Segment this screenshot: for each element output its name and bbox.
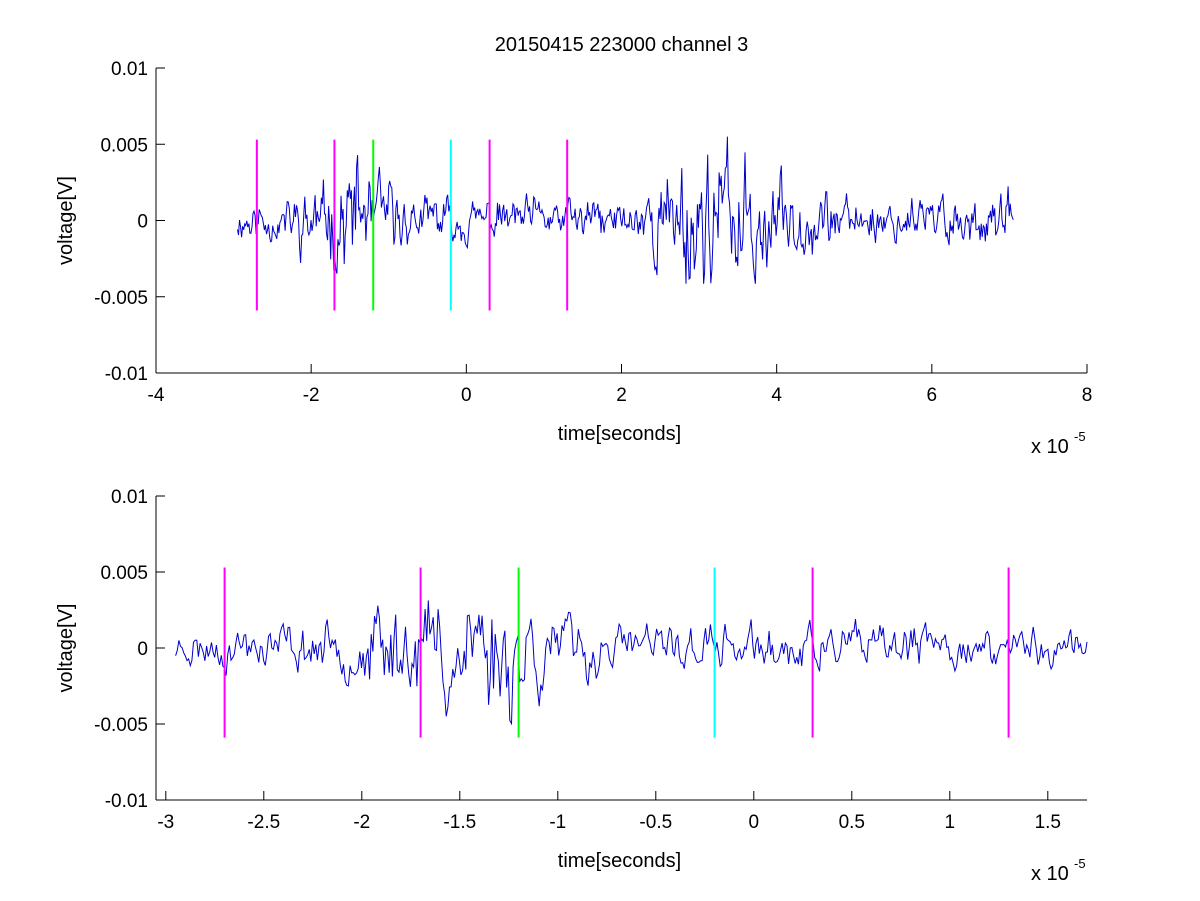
x-tick-label: -1 xyxy=(549,812,566,833)
x-tick-label: -4 xyxy=(148,385,165,406)
x-tick-label: 4 xyxy=(771,385,782,406)
y-tick-label: 0 xyxy=(137,212,148,233)
x-tick-label: 1.5 xyxy=(1035,812,1061,833)
y-tick-label: -0.005 xyxy=(94,288,148,309)
x-tick-label: -1.5 xyxy=(443,812,476,833)
y-axis-label: voltage[V] xyxy=(55,176,77,265)
x-tick-label: -3 xyxy=(157,812,174,833)
x-tick-label: -0.5 xyxy=(639,812,672,833)
x-tick-label: 8 xyxy=(1082,385,1093,406)
x-tick-label: 1 xyxy=(945,812,956,833)
x-exponent-power: -5 xyxy=(1074,856,1086,871)
y-tick-label: -0.005 xyxy=(94,715,148,736)
x-exponent-label: x 10 xyxy=(1031,863,1069,885)
x-tick-label: 0.5 xyxy=(839,812,865,833)
x-tick-label: -2 xyxy=(353,812,370,833)
x-tick-label: -2.5 xyxy=(247,812,280,833)
chart-title: 20150415 223000 channel 3 xyxy=(495,34,749,56)
y-tick-label: 0.01 xyxy=(111,59,148,80)
signal-trace xyxy=(237,136,1014,284)
y-tick-label: -0.01 xyxy=(105,791,148,812)
x-tick-label: 6 xyxy=(927,385,938,406)
x-exponent-power: -5 xyxy=(1074,429,1086,444)
y-tick-label: -0.01 xyxy=(105,364,148,385)
y-tick-label: 0.01 xyxy=(111,487,148,508)
signal-trace xyxy=(175,600,1088,726)
chart-2: 0.01 0.005 0 -0.005 -0.01 -3 -2.5 -2 -1.5 -1 -0.5 0… xyxy=(55,487,1088,885)
x-axis-label: time[seconds] xyxy=(558,850,681,872)
y-axis-label: voltage[V] xyxy=(55,604,77,693)
x-tick-label: -2 xyxy=(303,385,320,406)
x-tick-label: 0 xyxy=(461,385,472,406)
y-tick-label: 0 xyxy=(137,639,148,660)
x-tick-label: 0 xyxy=(749,812,760,833)
x-exponent-label: x 10 xyxy=(1031,436,1069,458)
chart-1: 0.01 0.005 0 -0.005 -0.01-4 -2 0 2 4 6 8 time[secon… xyxy=(55,34,1092,458)
y-tick-label: 0.005 xyxy=(100,135,148,156)
y-tick-label: 0.005 xyxy=(100,563,148,584)
x-axis-label: time[seconds] xyxy=(558,423,681,445)
x-tick-label: 2 xyxy=(616,385,627,406)
